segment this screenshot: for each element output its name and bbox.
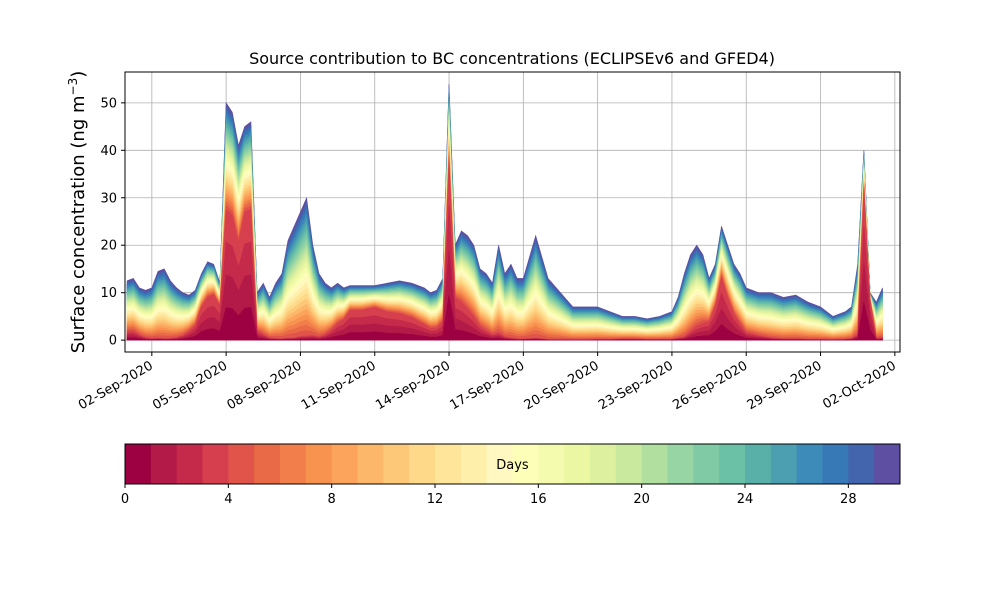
x-tick-label: 29-Sep-2020 bbox=[745, 358, 825, 413]
colorbar-tick-label: 4 bbox=[224, 492, 232, 507]
colorbar-level bbox=[435, 444, 462, 484]
colorbar-tick-label: 28 bbox=[840, 492, 857, 507]
colorbar-level bbox=[564, 444, 591, 484]
colorbar-tick-label: 0 bbox=[121, 492, 129, 507]
x-tick-label: 20-Sep-2020 bbox=[522, 358, 602, 413]
colorbar-level bbox=[125, 444, 152, 484]
y-tick-label: 0 bbox=[109, 334, 117, 349]
x-tick-label: 26-Sep-2020 bbox=[670, 358, 750, 413]
y-axis-label: Surface concentration (ng m−3) bbox=[66, 71, 89, 354]
colorbar-level bbox=[796, 444, 823, 484]
y-axis-label-exponent: −3 bbox=[66, 78, 80, 96]
colorbar-level bbox=[512, 444, 539, 484]
colorbar-level bbox=[641, 444, 668, 484]
colorbar-level bbox=[667, 444, 694, 484]
y-tick-label: 50 bbox=[100, 96, 117, 111]
svg-text:Surface concentration (ng m−3): Surface concentration (ng m−3) bbox=[66, 71, 89, 354]
colorbar-label: Days bbox=[496, 458, 529, 473]
colorbar-tick-label: 20 bbox=[633, 492, 650, 507]
x-tick-label: 05-Sep-2020 bbox=[150, 358, 230, 413]
colorbar-level bbox=[383, 444, 410, 484]
colorbar-level bbox=[848, 444, 875, 484]
colorbar-tick-label: 8 bbox=[328, 492, 336, 507]
y-axis-label-close: ) bbox=[68, 71, 89, 78]
y-axis: 0 10 20 30 40 50 bbox=[100, 96, 125, 349]
stacked-areas bbox=[126, 83, 883, 341]
colorbar-level bbox=[486, 444, 513, 484]
colorbar-level bbox=[745, 444, 772, 484]
colorbar-level bbox=[615, 444, 643, 484]
plot-frame bbox=[124, 71, 901, 353]
colorbar-level bbox=[770, 444, 798, 484]
colorbar-level bbox=[150, 444, 178, 484]
colorbar-tick-label: 16 bbox=[530, 492, 547, 507]
colorbar-level bbox=[254, 444, 281, 484]
x-tick-label: 23-Sep-2020 bbox=[596, 358, 676, 413]
colorbar-level bbox=[409, 444, 436, 484]
colorbar-frame bbox=[124, 443, 901, 485]
x-tick-label: 02-Oct-2020 bbox=[820, 358, 898, 412]
x-axis: 02-Sep-202005-Sep-202008-Sep-202011-Sep-… bbox=[76, 352, 899, 413]
colorbar-level bbox=[228, 444, 255, 484]
colorbar-level bbox=[822, 444, 849, 484]
x-tick-label: 02-Sep-2020 bbox=[76, 358, 156, 413]
y-axis-label-text: Surface concentration (ng m bbox=[68, 95, 89, 353]
x-tick-label: 08-Sep-2020 bbox=[225, 358, 305, 413]
colorbar-level bbox=[590, 444, 617, 484]
y-tick-label: 30 bbox=[100, 191, 117, 206]
colorbar-level bbox=[176, 444, 203, 484]
colorbar-level bbox=[693, 444, 720, 484]
colorbar-level bbox=[331, 444, 358, 484]
colorbar-level bbox=[280, 444, 307, 484]
y-tick-label: 40 bbox=[100, 144, 117, 159]
area-day-0 bbox=[126, 295, 883, 341]
x-tick-label: 11-Sep-2020 bbox=[299, 358, 379, 413]
colorbar-level bbox=[357, 444, 384, 484]
x-tick-label: 17-Sep-2020 bbox=[448, 358, 528, 413]
area-day-18 bbox=[126, 116, 883, 341]
colorbar-level bbox=[874, 444, 901, 484]
colorbar-level bbox=[538, 444, 565, 484]
colorbar-tick-label: 24 bbox=[737, 492, 754, 507]
y-tick-label: 10 bbox=[100, 286, 117, 301]
colorbar-level bbox=[460, 444, 488, 484]
colorbar: Days 0 4 8 12 16 20 24 28 bbox=[121, 443, 901, 507]
colorbar-level bbox=[305, 444, 333, 484]
chart-title: Source contribution to BC concentrations… bbox=[249, 49, 775, 68]
colorbar-tick-label: 12 bbox=[427, 492, 444, 507]
x-tick-label: 14-Sep-2020 bbox=[373, 358, 453, 413]
colorbar-level bbox=[719, 444, 746, 484]
y-tick-label: 20 bbox=[100, 239, 117, 254]
colorbar-level bbox=[202, 444, 229, 484]
